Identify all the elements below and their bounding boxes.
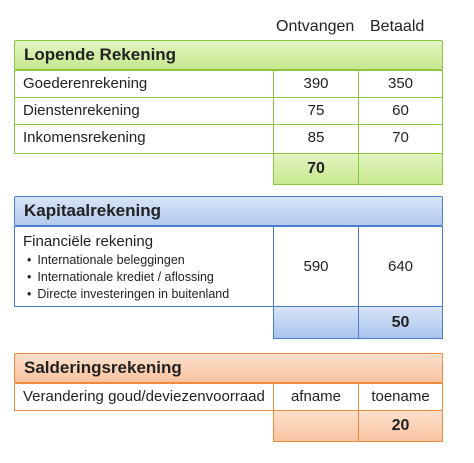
financial-items-list: Internationale beleggingen International…: [23, 252, 265, 303]
financial-item: Internationale krediet / aflossing: [27, 269, 265, 286]
row-income-received: 85: [273, 124, 359, 154]
current-account-balance: 70: [273, 153, 359, 185]
capital-account-title: Kapitaalrekening: [14, 196, 443, 226]
financial-item: Directe investeringen in buitenland: [27, 286, 265, 303]
financial-item: Internationale beleggingen: [27, 252, 265, 269]
row-services-paid: 60: [358, 97, 443, 125]
reserve-change-label: Verandering goud/deviezenvoorraad: [14, 383, 274, 411]
financial-account-cell: Financiële rekening Internationale beleg…: [14, 226, 274, 307]
financial-paid: 640: [358, 226, 443, 307]
current-account-balance-empty: [358, 153, 443, 185]
settlement-balance-empty: [273, 410, 359, 442]
settlement-account-title: Salderingsrekening: [14, 353, 443, 383]
current-account-title: Lopende Rekening: [14, 40, 443, 70]
column-header-paid: Betaald: [370, 18, 425, 35]
row-goods-paid: 350: [358, 70, 443, 98]
row-services-label: Dienstenrekening: [14, 97, 274, 125]
row-income-label: Inkomensrekening: [14, 124, 274, 154]
capital-account-balance: 50: [358, 306, 443, 339]
row-goods-label: Goederenrekening: [14, 70, 274, 98]
column-header-received: Ontvangen: [276, 18, 355, 35]
row-services-received: 75: [273, 97, 359, 125]
financial-received: 590: [273, 226, 359, 307]
settlement-balance: 20: [358, 410, 443, 442]
row-income-paid: 70: [358, 124, 443, 154]
reserve-change-paid: toename: [358, 383, 443, 411]
row-goods-received: 390: [273, 70, 359, 98]
capital-account-balance-empty: [273, 306, 359, 339]
financial-account-label: Financiële rekening: [23, 233, 154, 250]
reserve-change-received: afname: [273, 383, 359, 411]
